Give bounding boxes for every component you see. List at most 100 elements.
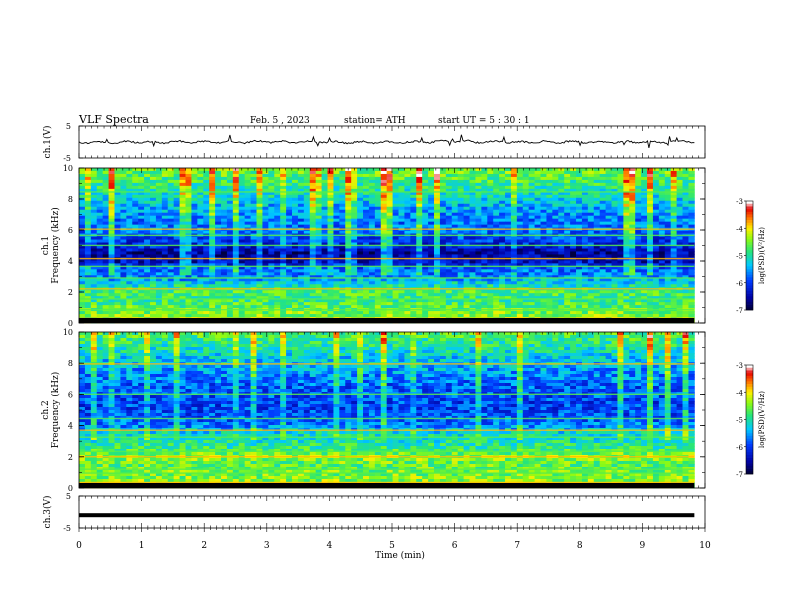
spectrogram-cell (682, 266, 689, 270)
spectrogram-cell (522, 212, 530, 217)
spectrogram-cell (351, 284, 358, 288)
spectrogram-cell (434, 224, 441, 229)
spectrogram-cell (114, 230, 121, 234)
spectrogram-cell (161, 293, 169, 297)
spectrogram-cell (617, 296, 624, 300)
spectrogram-cell (457, 305, 464, 309)
spectrogram-cell (268, 215, 275, 220)
spectrogram-cell (392, 296, 399, 300)
spectrogram-cell (315, 290, 322, 294)
spectrogram-cell (664, 176, 672, 181)
spectrogram-cell (676, 212, 683, 217)
spectrogram-cell (327, 182, 334, 187)
spectrogram-cell (351, 218, 358, 223)
spectrogram-cell (670, 212, 678, 217)
spectrogram-cell (333, 296, 340, 300)
spectrogram-cell (451, 218, 459, 223)
spectrogram-cell (185, 188, 192, 193)
spectrogram-cell (250, 230, 257, 234)
spectrogram-cell (581, 296, 589, 300)
spectrogram-cell (150, 230, 157, 234)
spectrogram-cell (374, 179, 382, 184)
spectrogram-cell (629, 272, 636, 276)
spectrogram-cell (540, 260, 547, 264)
spectrogram-cell (197, 206, 204, 211)
spectrogram-cell (564, 290, 571, 294)
spectrogram-cell (386, 284, 393, 288)
spectrogram-cell (138, 203, 145, 208)
spectrogram-cell (676, 242, 683, 246)
spectrogram-cell (197, 188, 204, 193)
spectrogram-cell (351, 260, 358, 264)
spectrogram-cell (250, 260, 257, 264)
spectrogram-cell (398, 170, 405, 175)
spectrogram-cell (587, 197, 595, 202)
spectrogram-cell (599, 236, 607, 240)
spectrogram-cell (179, 212, 186, 217)
spectrogram-cell (505, 278, 512, 282)
spectrogram-cell (605, 260, 612, 264)
spectrogram-cell (570, 170, 577, 175)
spectrogram-cell (546, 230, 553, 234)
spectrogram-cell (428, 185, 435, 190)
spectrogram-cell (540, 173, 547, 178)
spectrogram-cell (250, 212, 257, 217)
spectrogram-cell (203, 263, 210, 267)
spectrogram-cell (368, 168, 376, 172)
spectrogram-cell (445, 194, 453, 199)
spectrogram-cell (368, 191, 376, 196)
spectrogram-cell (558, 266, 565, 270)
spectrogram-cell (434, 293, 441, 297)
spectrogram-cell (250, 182, 257, 187)
spectrogram-cell (386, 168, 393, 172)
spectrogram-cell (203, 245, 210, 249)
spectrogram-cell (516, 206, 524, 211)
spectrogram-cell (185, 305, 192, 309)
spectrogram-cell (386, 224, 393, 229)
spectrogram-cell (173, 221, 180, 226)
spectrogram-cell (351, 170, 358, 175)
spectrogram-cell (363, 254, 370, 258)
spectrogram-cell (309, 242, 317, 246)
spectrogram-cell (232, 248, 240, 252)
spectrogram-cell (274, 302, 281, 306)
spectrogram-cell (463, 293, 470, 297)
spectrogram-cell (96, 281, 104, 285)
spectrogram-cell (593, 168, 601, 172)
spectrogram-cell (321, 272, 328, 276)
spectrogram-cell (357, 221, 364, 226)
spectrogram-cell (487, 206, 494, 211)
spectrogram-cell (641, 188, 648, 193)
spectrogram-cell (528, 206, 535, 211)
spectrogram-cell (315, 275, 322, 279)
spectrogram-cell (226, 209, 234, 214)
spectrogram-cell (226, 266, 234, 270)
spectrogram-cell (90, 278, 98, 282)
spectrogram-cell (333, 248, 340, 252)
spectrogram-cell (463, 191, 470, 196)
spectrogram-cell (540, 203, 547, 208)
spectrogram-cell (404, 269, 411, 273)
spectrogram-cell (576, 293, 583, 297)
spectrogram-cell (404, 191, 411, 196)
spectrogram-cell (374, 290, 382, 294)
spectrogram-cell (203, 194, 210, 199)
spectrogram-cell (534, 191, 541, 196)
spectrogram-cell (410, 242, 417, 246)
spectrogram-cell (546, 296, 553, 300)
spectrogram-cell (286, 230, 293, 234)
spectrogram-cell (510, 182, 518, 187)
spectrogram-cell (150, 284, 157, 288)
spectrogram-cell (238, 209, 246, 214)
spectrogram-cell (658, 179, 666, 184)
spectrogram-cell (79, 299, 86, 303)
spectrogram-cell (79, 284, 86, 288)
spectrogram-cell (102, 293, 109, 297)
spectrogram-cell (274, 221, 281, 226)
spectrogram-cell (516, 191, 524, 196)
spectrogram-cell (605, 206, 612, 211)
spectrogram-cell (167, 215, 175, 220)
spectrogram-cell (102, 260, 109, 264)
spectrogram-cell (374, 176, 382, 181)
spectrogram-cell (552, 188, 559, 193)
